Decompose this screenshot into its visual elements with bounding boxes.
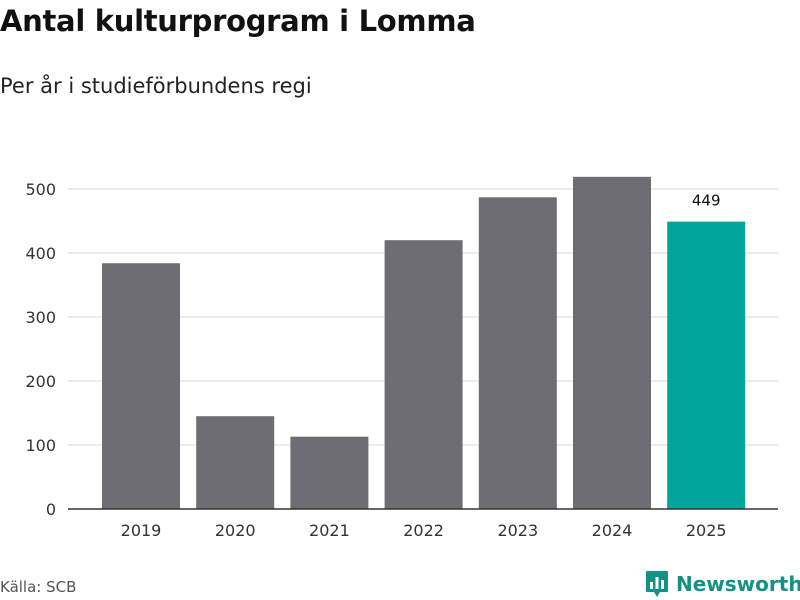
- bar-2025: [667, 221, 746, 509]
- y-tick-label: 200: [25, 372, 56, 391]
- x-tick-label: 2021: [309, 521, 350, 540]
- y-axis-ticks: 0 100 200 300 400 500: [25, 180, 56, 519]
- bar-2020: [196, 416, 275, 509]
- bars: [102, 176, 746, 509]
- x-tick-label: 2022: [403, 521, 444, 540]
- x-tick-label: 2024: [592, 521, 633, 540]
- bar-2022: [384, 240, 463, 509]
- x-tick-label: 2023: [497, 521, 538, 540]
- brand-logo: Newsworthy: [645, 570, 800, 598]
- y-tick-label: 400: [25, 244, 56, 263]
- y-tick-label: 0: [46, 500, 56, 519]
- source-note: Källa: SCB: [0, 578, 77, 596]
- y-tick-label: 100: [25, 436, 56, 455]
- chart-title: Antal kulturprogram i Lomma: [0, 4, 476, 38]
- chart-subtitle: Per år i studieförbundens regi: [0, 74, 312, 98]
- bar-2021: [290, 436, 369, 509]
- bar-2023: [478, 197, 557, 509]
- y-tick-label: 500: [25, 180, 56, 199]
- x-axis-ticks: 2019 2020 2021 2022 2023 2024 2025: [121, 521, 727, 540]
- brand-name: Newsworthy: [676, 572, 800, 596]
- x-tick-label: 2025: [686, 521, 727, 540]
- y-tick-label: 300: [25, 308, 56, 327]
- bar-chart-speech-icon: [646, 571, 668, 597]
- x-tick-label: 2020: [215, 521, 256, 540]
- x-tick-label: 2019: [121, 521, 162, 540]
- bar-2024: [573, 176, 651, 509]
- data-label: 449: [692, 192, 721, 210]
- bar-2019: [102, 263, 180, 509]
- value-labels: 449: [692, 192, 721, 210]
